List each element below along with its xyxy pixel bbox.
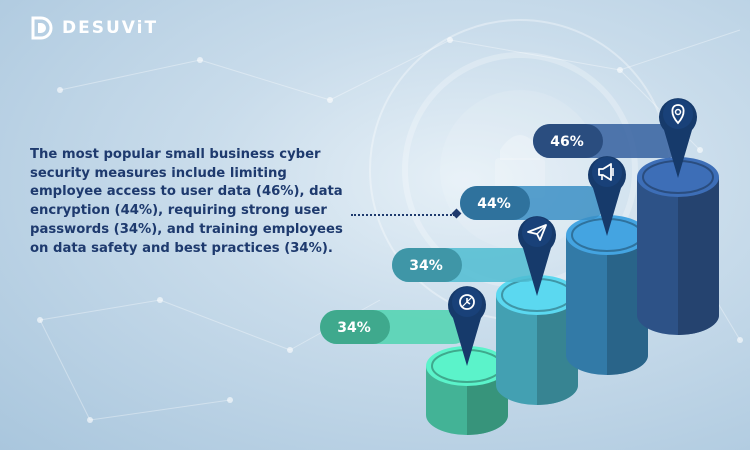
desuvit-logo-icon: [31, 16, 53, 40]
clock-icon: [459, 294, 475, 310]
pin-marker-2: [517, 216, 556, 296]
value-pill-1: 34%: [320, 310, 470, 344]
paper-plane-icon: [527, 224, 547, 241]
location-pin-icon: [671, 104, 685, 125]
brand-logo: DESUViT: [30, 16, 158, 40]
value-label-3: 44%: [477, 196, 511, 212]
pin-marker-1: [448, 286, 487, 366]
value-pill-3: 44%: [460, 186, 605, 220]
pin-marker-3: [588, 156, 626, 236]
pin-marker-4: [659, 98, 697, 178]
dotted-connector: [351, 214, 455, 216]
megaphone-icon: [598, 163, 614, 181]
value-label-4: 46%: [550, 134, 584, 150]
cylinder-bar-3: [566, 215, 648, 375]
value-label-2: 34%: [409, 258, 443, 274]
brand-name: DESUViT: [62, 18, 159, 38]
summary-text: The most popular small business cyber se…: [30, 147, 343, 256]
value-label-1: 34%: [337, 320, 371, 336]
value-pill-2: 34%: [392, 248, 542, 282]
value-pill-4: 46%: [533, 124, 683, 158]
cylinder-bar-4: [637, 157, 719, 335]
